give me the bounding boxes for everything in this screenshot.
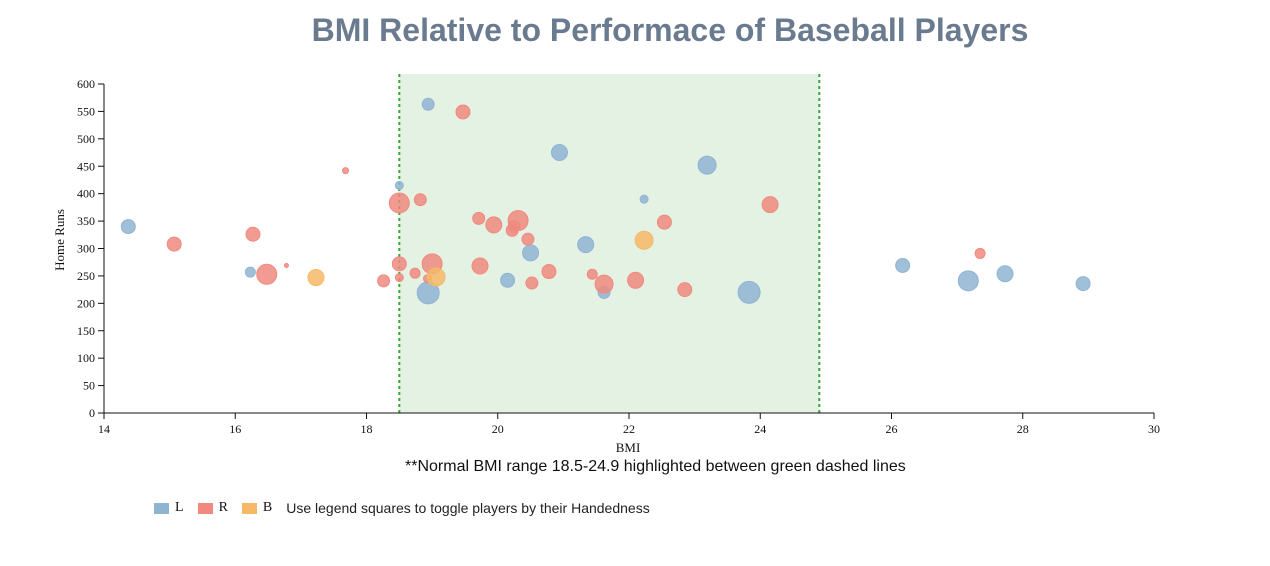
data-point-r[interactable] — [455, 104, 471, 120]
normal-bmi-note: **Normal BMI range 18.5-24.9 highlighted… — [405, 458, 906, 475]
legend-item-right[interactable]: R — [197, 500, 228, 516]
data-point-l[interactable] — [737, 280, 761, 304]
data-point-r[interactable] — [761, 196, 779, 214]
x-tick-label: 18 — [361, 422, 373, 436]
data-point-r[interactable] — [677, 282, 693, 298]
data-point-l[interactable] — [500, 272, 516, 288]
y-tick-label: 350 — [77, 214, 95, 228]
y-tick-label: 550 — [77, 104, 95, 118]
data-point-l[interactable] — [244, 266, 256, 278]
legend-item-both[interactable]: B — [241, 500, 273, 516]
x-axis-label: BMI — [616, 440, 641, 455]
data-point-r[interactable] — [521, 232, 535, 246]
data-point-r[interactable] — [656, 214, 672, 230]
data-point-l[interactable] — [522, 244, 540, 262]
x-tick-label: 28 — [1017, 422, 1029, 436]
data-point-r[interactable] — [485, 216, 503, 234]
data-point-r[interactable] — [409, 267, 421, 279]
legend-hint: Use legend squares to toggle players by … — [286, 500, 650, 516]
data-point-r[interactable] — [594, 274, 614, 294]
x-tick-label: 24 — [754, 422, 766, 436]
data-point-r[interactable] — [472, 211, 486, 225]
data-point-l[interactable] — [895, 257, 911, 273]
y-tick-label: 300 — [77, 242, 95, 256]
data-point-r[interactable] — [245, 226, 261, 242]
data-point-r[interactable] — [413, 193, 427, 207]
legend-label-both: B — [262, 500, 273, 515]
x-tick-label: 16 — [229, 422, 241, 436]
y-tick-label: 100 — [77, 351, 95, 365]
legend-swatch-left[interactable] — [154, 502, 169, 514]
data-point-r[interactable] — [377, 274, 391, 288]
legend: L R B Use legend squares to toggle playe… — [154, 500, 650, 516]
data-point-l[interactable] — [957, 270, 979, 292]
chart-title: BMI Relative to Performace of Baseball P… — [311, 12, 1029, 48]
x-tick-label: 14 — [98, 422, 110, 436]
data-point-r[interactable] — [391, 256, 407, 272]
y-axis: 0 50 100 150 200 250 300 350 400 450 500 550 600 — [77, 77, 105, 420]
data-point-r[interactable] — [388, 192, 410, 214]
data-points — [120, 97, 1091, 305]
data-point-r[interactable] — [166, 236, 182, 252]
legend-item-left[interactable]: L — [154, 500, 184, 516]
y-tick-label: 150 — [77, 324, 95, 338]
data-point-l[interactable] — [394, 180, 404, 190]
data-point-l[interactable] — [577, 236, 595, 254]
data-point-r[interactable] — [256, 263, 278, 285]
data-point-r[interactable] — [525, 276, 539, 290]
data-point-l[interactable] — [120, 219, 136, 235]
y-tick-label: 50 — [83, 379, 95, 393]
x-tick-label: 30 — [1148, 422, 1160, 436]
data-point-r[interactable] — [342, 167, 349, 175]
x-tick-label: 20 — [492, 422, 504, 436]
x-tick-label: 22 — [623, 422, 635, 436]
x-axis: 14 16 18 20 22 24 26 28 30 — [98, 412, 1160, 436]
data-point-r[interactable] — [394, 273, 404, 283]
legend-label-right: R — [218, 500, 228, 515]
y-tick-label: 450 — [77, 159, 95, 173]
data-point-l[interactable] — [996, 265, 1014, 283]
data-point-l[interactable] — [697, 155, 717, 175]
data-point-b[interactable] — [634, 230, 654, 250]
data-point-b[interactable] — [307, 269, 325, 287]
x-tick-label: 26 — [886, 422, 898, 436]
y-tick-label: 600 — [77, 77, 95, 91]
data-point-l[interactable] — [1075, 276, 1091, 292]
data-point-r[interactable] — [541, 264, 557, 280]
y-tick-label: 0 — [89, 406, 95, 420]
data-point-r[interactable] — [507, 210, 529, 232]
data-point-l[interactable] — [550, 144, 568, 162]
legend-swatch-both[interactable] — [241, 502, 257, 514]
normal-bmi-band — [399, 74, 820, 413]
y-tick-label: 400 — [77, 187, 95, 201]
data-point-r[interactable] — [283, 262, 289, 268]
data-point-b[interactable] — [426, 267, 446, 287]
y-tick-label: 500 — [77, 132, 95, 146]
y-tick-label: 200 — [77, 296, 95, 310]
data-point-r[interactable] — [471, 257, 489, 275]
y-tick-label: 250 — [77, 269, 95, 283]
data-point-l[interactable] — [421, 97, 435, 111]
y-axis-label: Home Runs — [52, 209, 67, 271]
data-point-r[interactable] — [586, 268, 598, 280]
data-point-r[interactable] — [627, 271, 645, 289]
data-point-l[interactable] — [639, 194, 649, 204]
legend-label-left: L — [175, 500, 184, 515]
legend-swatch-right[interactable] — [197, 502, 213, 514]
data-point-r[interactable] — [974, 247, 986, 259]
